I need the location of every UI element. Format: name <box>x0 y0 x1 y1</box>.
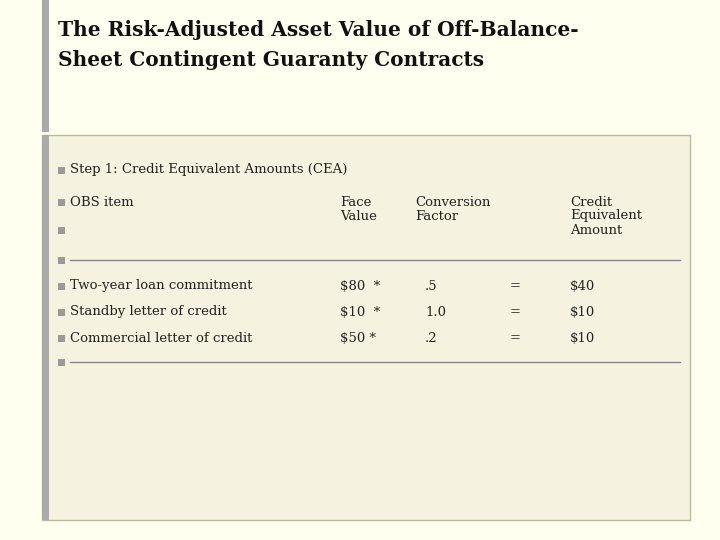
Text: $50 *: $50 * <box>340 332 376 345</box>
Text: .5: .5 <box>425 280 438 293</box>
Bar <box>58 199 65 206</box>
Bar <box>58 308 65 315</box>
Bar <box>58 359 65 366</box>
Text: $10  *: $10 * <box>340 306 380 319</box>
Bar <box>58 282 65 289</box>
Text: Step 1: Credit Equivalent Amounts (CEA): Step 1: Credit Equivalent Amounts (CEA) <box>70 164 347 177</box>
Bar <box>42 135 49 520</box>
Text: Standby letter of credit: Standby letter of credit <box>70 306 227 319</box>
Bar <box>58 166 65 173</box>
Text: =: = <box>510 332 521 345</box>
Text: Face: Face <box>340 195 372 208</box>
Text: Sheet Contingent Guaranty Contracts: Sheet Contingent Guaranty Contracts <box>58 50 484 70</box>
Bar <box>58 256 65 264</box>
Text: Value: Value <box>340 210 377 222</box>
Bar <box>58 226 65 233</box>
Text: The Risk-Adjusted Asset Value of Off-Balance-: The Risk-Adjusted Asset Value of Off-Bal… <box>58 20 579 40</box>
Text: $10: $10 <box>570 306 595 319</box>
Text: .2: .2 <box>425 332 438 345</box>
Text: 1.0: 1.0 <box>425 306 446 319</box>
Text: Two-year loan commitment: Two-year loan commitment <box>70 280 253 293</box>
Text: =: = <box>510 306 521 319</box>
Text: $40: $40 <box>570 280 595 293</box>
Bar <box>42 135 690 520</box>
Text: Factor: Factor <box>415 210 458 222</box>
Text: $80  *: $80 * <box>340 280 380 293</box>
Text: Conversion: Conversion <box>415 195 490 208</box>
Text: Commercial letter of credit: Commercial letter of credit <box>70 332 253 345</box>
Text: Equivalent: Equivalent <box>570 210 642 222</box>
Text: =: = <box>510 280 521 293</box>
Text: Credit: Credit <box>570 195 612 208</box>
Bar <box>42 0 49 132</box>
Text: OBS item: OBS item <box>70 195 134 208</box>
Text: $10: $10 <box>570 332 595 345</box>
Text: Amount: Amount <box>570 224 622 237</box>
Bar <box>58 334 65 341</box>
